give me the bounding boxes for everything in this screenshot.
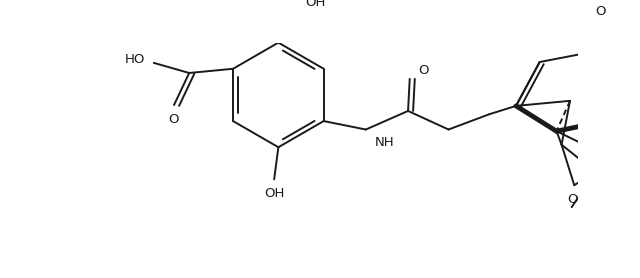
Text: OH: OH	[305, 0, 326, 9]
Text: O: O	[418, 64, 428, 77]
Text: O: O	[567, 193, 578, 206]
Text: O: O	[168, 113, 179, 126]
Text: O: O	[595, 5, 605, 18]
Text: HO: HO	[125, 53, 145, 66]
Text: NH: NH	[374, 136, 394, 149]
Text: OH: OH	[264, 187, 284, 200]
